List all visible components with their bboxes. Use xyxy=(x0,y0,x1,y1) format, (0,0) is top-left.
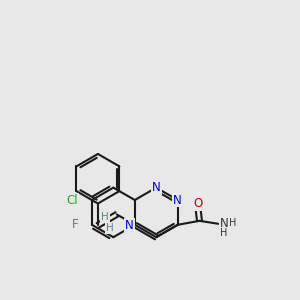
Text: O: O xyxy=(193,197,202,211)
Text: N: N xyxy=(125,219,134,232)
Text: H: H xyxy=(106,223,114,233)
Text: F: F xyxy=(71,218,78,231)
Text: H: H xyxy=(220,228,228,238)
Text: Cl: Cl xyxy=(66,194,78,206)
Text: N: N xyxy=(220,217,229,230)
Text: H: H xyxy=(229,218,237,228)
Text: H: H xyxy=(101,212,109,222)
Text: N: N xyxy=(173,194,182,206)
Text: N: N xyxy=(152,181,161,194)
